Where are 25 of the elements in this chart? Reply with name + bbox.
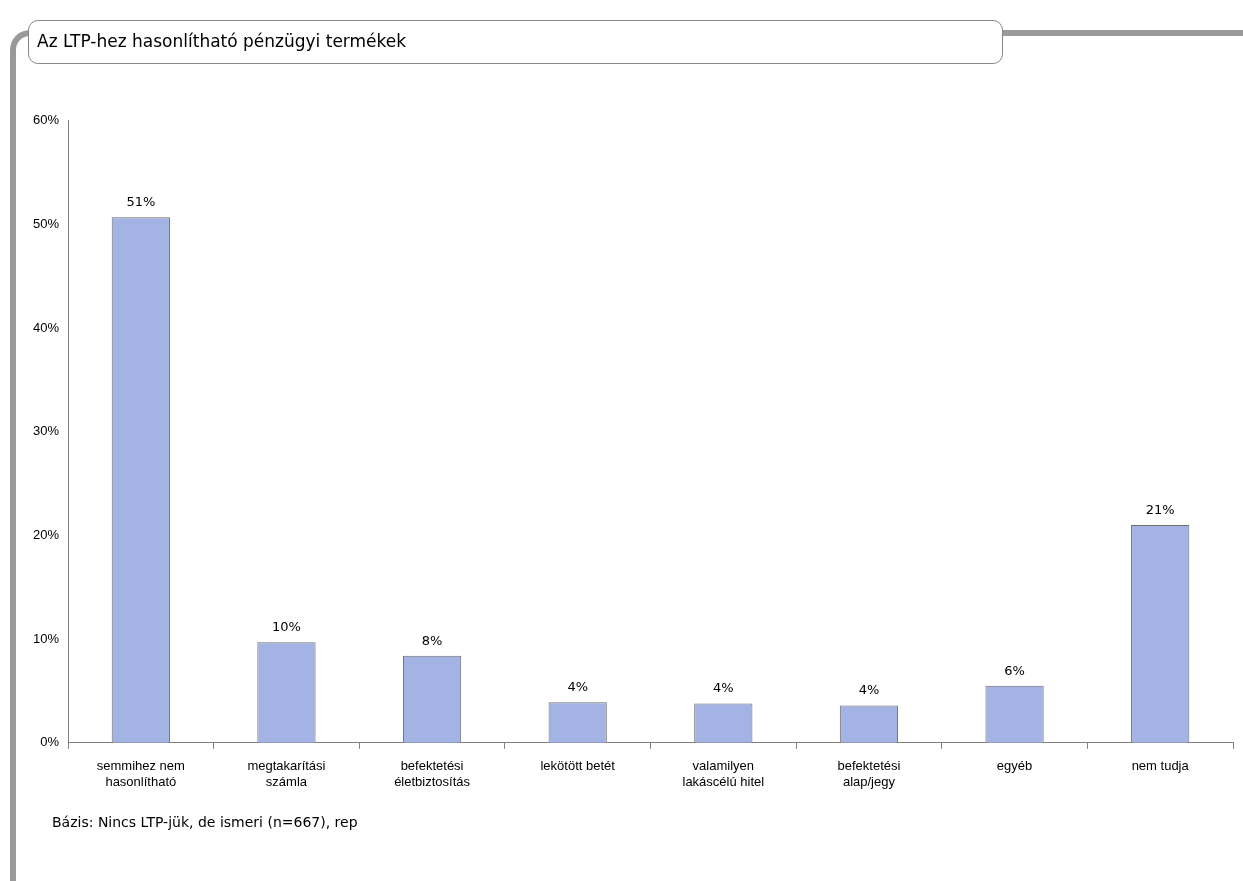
x-tick-label: egyéb (996, 758, 1033, 774)
x-tick-label: nem tudja (1131, 758, 1190, 774)
chart-title: Az LTP-hez hasonlítható pénzügyi termékek (28, 20, 1003, 64)
y-tick-label: 10% (32, 630, 60, 646)
data-label: 21% (1145, 501, 1175, 517)
y-tick-label: 60% (32, 112, 60, 128)
x-tick-label: lekötött betét (540, 758, 616, 774)
x-tick-label: megtakarítási számla (247, 758, 326, 789)
data-label: 4% (567, 679, 589, 695)
y-tick-label: 40% (32, 319, 60, 335)
y-tick-label: 50% (32, 216, 60, 232)
x-tick-label: semmihez nem hasonlítható (96, 758, 185, 789)
data-label: 4% (713, 680, 734, 696)
x-tick-label: valamilyen lakáscélú hitel (682, 758, 765, 789)
y-tick-label: 20% (32, 527, 60, 543)
data-label: 6% (1004, 662, 1025, 678)
text: Bázis: Nincs LTP-jük, de ismeri (n=667), rep (52, 814, 358, 830)
y-tick-label: 0% (40, 734, 60, 750)
data-label: 10% (272, 619, 301, 635)
data-label: 4% (858, 682, 880, 698)
x-tick-label: befektetési életbiztosítás (394, 758, 471, 789)
x-tick-label: befektetési alap/jegy (837, 758, 901, 789)
data-label: 8% (421, 632, 443, 648)
y-tick-label: 30% (32, 423, 60, 439)
data-label: 51% (126, 194, 156, 210)
